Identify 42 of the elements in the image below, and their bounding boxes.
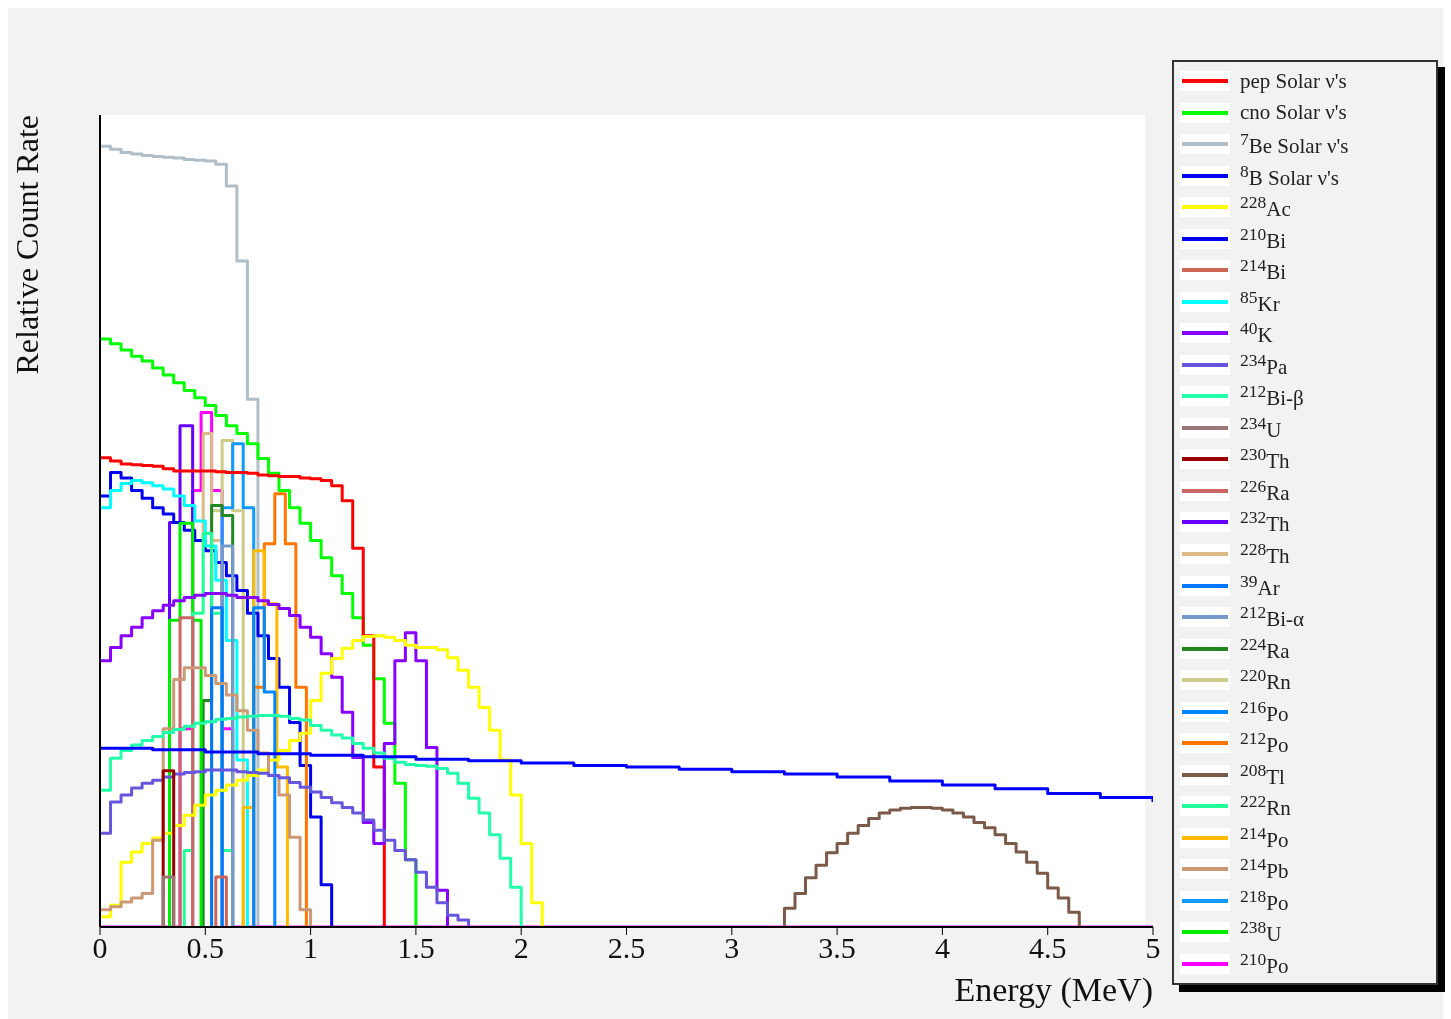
legend-label: $^{208}$Tl (1240, 759, 1285, 790)
legend-label: $^{228}$Ac (1240, 192, 1291, 223)
legend-label: $^{222}$Rn (1240, 791, 1291, 822)
x-tick-label: 1 (303, 931, 319, 965)
legend-label: $^{214}$Bi (1240, 255, 1287, 286)
legend-label: $^{214}$Pb (1240, 854, 1289, 885)
legend-label: cno Solar ν's (1240, 100, 1347, 126)
legend-label: $^{220}$Rn (1240, 665, 1291, 696)
legend-label: $^{212}$Bi-α (1240, 602, 1305, 633)
x-tick-label: 4 (934, 931, 950, 965)
x-tick-label: 1.5 (397, 931, 435, 965)
x-tick-label: 5 (1145, 931, 1161, 965)
legend-label: $^{218}$Po (1240, 885, 1289, 916)
legend-label: $^{232}$Th (1240, 507, 1290, 538)
legend-label: $^{7}$Be Solar ν's (1240, 129, 1349, 160)
legend-label: $^{234}$Pa (1240, 349, 1288, 380)
legend-label: $^{216}$Po (1240, 696, 1289, 727)
legend-label: $^{230}$Th (1240, 444, 1290, 475)
x-tick-label: 0 (92, 931, 108, 965)
x-axis-title: Energy (MeV) (954, 971, 1153, 1009)
legend-label: $^{210}$Po (1240, 948, 1289, 979)
x-tick-label: 4.5 (1028, 931, 1067, 965)
y-axis-title: Relative Count Rate (9, 115, 45, 375)
x-tick-label: 3 (724, 931, 740, 965)
legend-label: $^{212}$Bi-β (1240, 381, 1304, 412)
legend-label: $^{8}$B Solar ν's (1240, 160, 1340, 191)
legend-label: $^{224}$Ra (1240, 633, 1290, 664)
legend-label: $^{85}$Kr (1240, 286, 1280, 317)
x-tick-label: 0.5 (186, 931, 225, 965)
legend-label: $^{40}$K (1240, 318, 1273, 349)
legend-label: $^{238}$U (1240, 917, 1282, 948)
legend-label: $^{228}$Th (1240, 538, 1290, 569)
legend-label: $^{212}$Po (1240, 728, 1289, 759)
legend-label: pep Solar ν's (1240, 68, 1347, 94)
legend-label: $^{226}$Ra (1240, 475, 1290, 506)
legend-label: $^{39}$Ar (1240, 570, 1280, 601)
x-tick-label: 2.5 (607, 931, 646, 965)
x-tick-label: 2 (513, 931, 529, 965)
legend-label: $^{214}$Po (1240, 822, 1289, 853)
legend-label: $^{234}$U (1240, 412, 1282, 443)
legend-label: $^{210}$Bi (1240, 223, 1287, 254)
x-tick-label: 3.5 (818, 931, 856, 965)
